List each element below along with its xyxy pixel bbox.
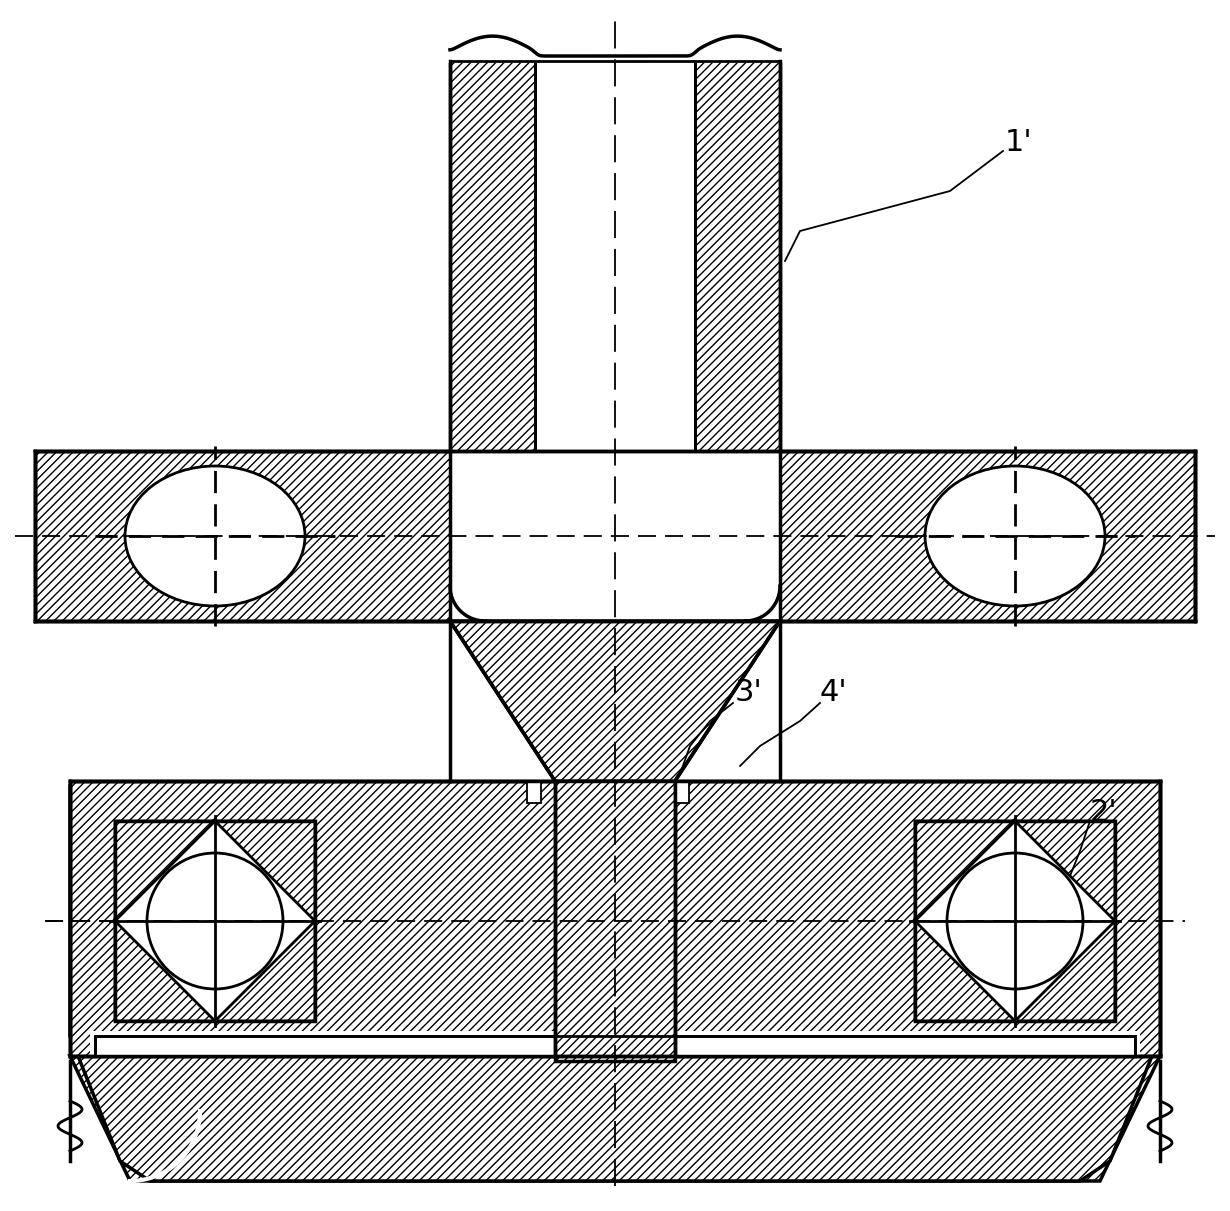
- Polygon shape: [215, 821, 315, 922]
- Bar: [695, 61, 780, 450]
- Polygon shape: [1015, 821, 1116, 922]
- Polygon shape: [114, 922, 215, 1021]
- Text: 3': 3': [736, 678, 763, 707]
- Bar: [450, 450, 780, 621]
- Circle shape: [947, 853, 1082, 989]
- Bar: [555, 781, 675, 1061]
- Polygon shape: [915, 922, 1015, 1021]
- Polygon shape: [1015, 922, 1116, 1021]
- Bar: [70, 781, 1160, 1056]
- Polygon shape: [215, 922, 315, 1021]
- Bar: [535, 61, 695, 450]
- Bar: [95, 1035, 1135, 1056]
- Polygon shape: [915, 821, 1015, 922]
- Bar: [114, 821, 315, 1021]
- Bar: [526, 781, 541, 803]
- Polygon shape: [450, 621, 780, 781]
- Ellipse shape: [125, 466, 305, 606]
- Bar: [915, 821, 1116, 1021]
- Bar: [95, 1035, 1135, 1056]
- Bar: [450, 61, 535, 450]
- Text: 2': 2': [1090, 798, 1118, 827]
- Bar: [555, 781, 675, 1056]
- Polygon shape: [70, 1056, 1160, 1181]
- Bar: [445, 0, 785, 63]
- Bar: [90, 1031, 1140, 1056]
- Bar: [114, 821, 315, 1021]
- Bar: [675, 781, 689, 803]
- Circle shape: [148, 853, 283, 989]
- Bar: [34, 450, 1196, 621]
- Bar: [450, 450, 780, 621]
- Text: 1': 1': [1005, 128, 1033, 157]
- Ellipse shape: [925, 466, 1105, 606]
- Text: 4': 4': [820, 678, 847, 707]
- Polygon shape: [114, 821, 215, 922]
- Bar: [450, 450, 780, 621]
- Polygon shape: [70, 786, 1160, 1181]
- Bar: [915, 821, 1116, 1021]
